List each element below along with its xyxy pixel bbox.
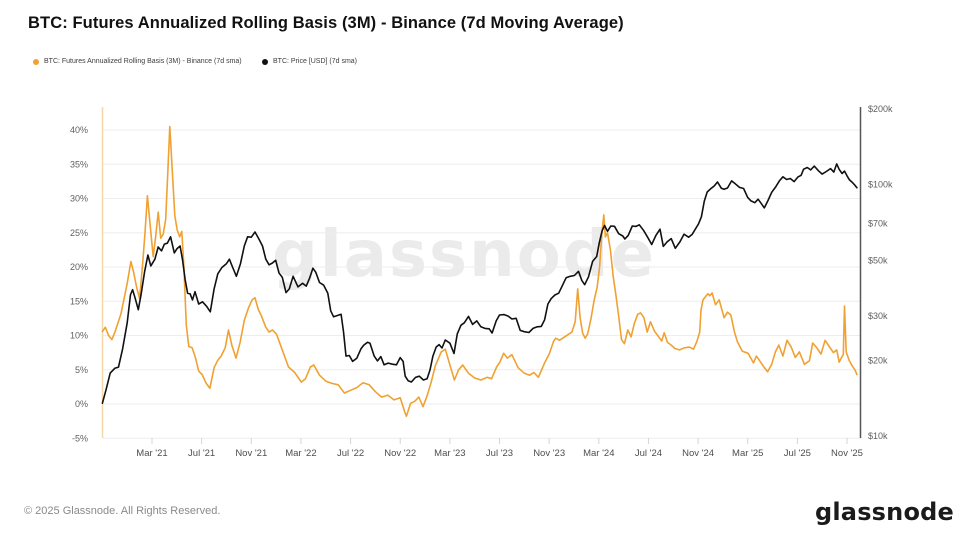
- x-axis-tick-label: Jul '21: [188, 448, 215, 459]
- right-axis-tick-label: $50k: [868, 255, 888, 265]
- legend-item-price[interactable]: BTC: Price [USD] (7d sma): [262, 58, 357, 65]
- left-axis-tick-label: 40%: [70, 125, 88, 135]
- x-axis-tick-label: Jul '24: [635, 448, 662, 459]
- right-axis-tick-label: $70k: [868, 219, 888, 229]
- x-axis-tick-label: Jul '22: [337, 448, 364, 459]
- price-series-line: [101, 163, 858, 405]
- x-axis-tick-label: Nov '23: [533, 448, 565, 459]
- right-axis-tick-label: $200k: [868, 104, 893, 114]
- x-axis-tick-label: Nov '21: [235, 448, 267, 459]
- left-axis-tick-label: 25%: [70, 228, 88, 238]
- left-axis-tick-label: 15%: [70, 296, 88, 306]
- glassnode-watermark: glassnode: [272, 218, 656, 292]
- chart-plot-area[interactable]: 40% 35% 30% 25% 20% 15% 10% 5% 0% -5% $200k $100k $7…: [0, 0, 960, 472]
- right-axis-tick-label: $30k: [868, 311, 888, 321]
- right-axis-tick-label: $20k: [868, 355, 888, 365]
- x-axis-tick-label: Mar '24: [583, 448, 614, 459]
- glassnode-logo: glassnode: [815, 498, 955, 526]
- left-axis-tick-label: 20%: [70, 262, 88, 272]
- basis-series-line: [101, 125, 858, 418]
- x-axis-tick-label: Mar '23: [434, 448, 465, 459]
- price-legend-dot: [262, 58, 268, 65]
- chart-title: BTC: Futures Annualized Rolling Basis (3…: [28, 14, 624, 32]
- left-axis-tick-label: 0%: [75, 399, 88, 409]
- copyright-text: © 2025 Glassnode. All Rights Reserved.: [24, 505, 221, 517]
- x-axis-tick-label: Nov '22: [384, 448, 416, 459]
- basis-legend-label: BTC: Futures Annualized Rolling Basis (3…: [44, 58, 242, 65]
- left-axis-tick-label: 30%: [70, 194, 88, 204]
- x-axis-tick-label: Jul '23: [486, 448, 513, 459]
- left-axis-tick-label: 5%: [75, 365, 88, 375]
- right-axis-tick-label: $10k: [868, 431, 888, 441]
- legend: BTC: Futures Annualized Rolling Basis (3…: [0, 58, 960, 72]
- price-legend-label: BTC: Price [USD] (7d sma): [273, 58, 358, 65]
- x-axis-tick-label: Mar '22: [285, 448, 316, 459]
- right-axis-tick-label: $100k: [868, 180, 893, 190]
- left-axis-tick-label: 10%: [70, 331, 88, 341]
- x-axis-tick-label: Mar '21: [136, 448, 167, 459]
- legend-item-basis[interactable]: BTC: Futures Annualized Rolling Basis (3…: [33, 58, 242, 65]
- x-axis-tick-label: Nov '25: [831, 448, 863, 459]
- x-axis-tick-label: Mar '25: [732, 448, 763, 459]
- left-axis-tick-label: 35%: [70, 159, 88, 169]
- basis-legend-dot: [33, 58, 39, 65]
- x-axis-tick-label: Jul '25: [784, 448, 811, 459]
- x-axis-tick-label: Nov '24: [682, 448, 714, 459]
- left-axis-tick-label: -5%: [72, 433, 88, 443]
